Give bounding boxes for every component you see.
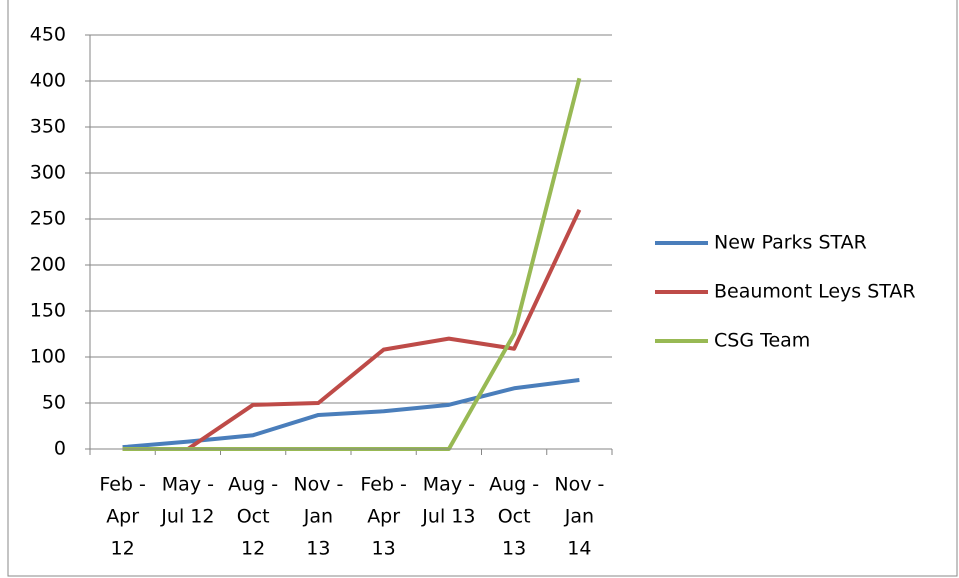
y-tick-label: 150: [30, 300, 66, 322]
x-tick-label: 14: [567, 538, 591, 560]
y-tick-label: 450: [30, 24, 66, 46]
y-tick-label: 200: [30, 254, 66, 276]
x-tick-label: 12: [111, 538, 135, 560]
series-line: [122, 378, 580, 450]
y-tick-label: 100: [30, 346, 66, 368]
legend-label: CSG Team: [714, 330, 810, 352]
series-line: [122, 77, 582, 451]
series-line: [122, 208, 582, 451]
chart-border: [7, 0, 958, 577]
x-tick-label: Nov -: [293, 474, 343, 496]
y-tick-label: 300: [30, 162, 66, 184]
x-tick-label: Jan: [303, 506, 333, 528]
x-tick-label: Jul 13: [421, 506, 475, 528]
x-tick-label: Feb -: [99, 474, 146, 496]
x-tick-label: May -: [423, 474, 475, 496]
y-tick-label: 50: [42, 392, 66, 414]
y-tick-label: 0: [54, 438, 66, 460]
x-tick-label: Feb -: [360, 474, 407, 496]
y-tick-label: 350: [30, 116, 66, 138]
x-tick-label: Apr: [106, 506, 139, 528]
x-tick-label: May -: [162, 474, 214, 496]
x-tick-label: 13: [306, 538, 330, 560]
x-tick-label: 12: [241, 538, 265, 560]
x-tick-label: 13: [502, 538, 526, 560]
legend-label: Beaumont Leys STAR: [714, 281, 916, 303]
x-tick-label: 13: [372, 538, 396, 560]
x-tick-label: Aug -: [228, 474, 278, 496]
legend-label: New Parks STAR: [714, 232, 867, 254]
x-tick-label: Jul 12: [160, 506, 214, 528]
x-tick-label: Aug -: [489, 474, 539, 496]
x-tick-label: Apr: [367, 506, 400, 528]
x-tick-label: Oct: [237, 506, 270, 528]
x-tick-label: Oct: [498, 506, 531, 528]
y-tick-label: 400: [30, 70, 66, 92]
x-tick-label: Nov -: [554, 474, 604, 496]
x-tick-label: Jan: [564, 506, 594, 528]
y-tick-label: 250: [30, 208, 66, 230]
